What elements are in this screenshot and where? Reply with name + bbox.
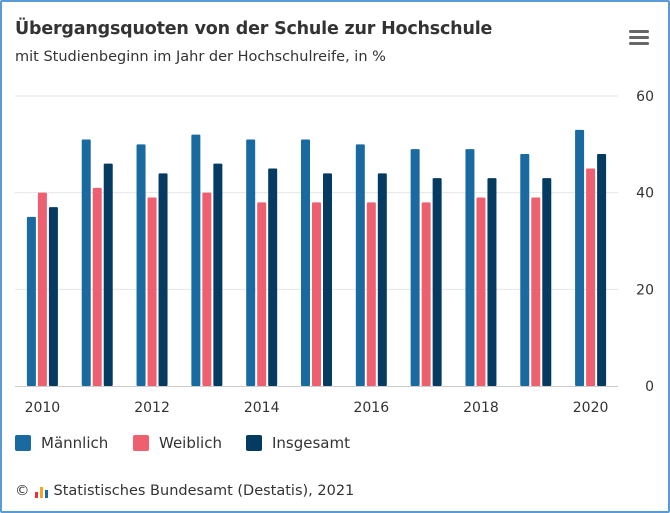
legend-swatch-maennlich xyxy=(15,435,31,451)
legend-item-weiblich[interactable]: Weiblich xyxy=(133,432,222,454)
bar-männlich-2017[interactable] xyxy=(410,149,420,386)
logo-bar-1 xyxy=(34,491,38,498)
bar-männlich-2013[interactable] xyxy=(191,134,201,386)
bar-männlich-2020[interactable] xyxy=(575,129,585,387)
bar-insgesamt-2014[interactable] xyxy=(268,168,278,387)
copyright-symbol: © xyxy=(15,483,30,499)
chart-subtitle: mit Studienbeginn im Jahr der Hochschulr… xyxy=(15,49,386,65)
legend-item-insgesamt[interactable]: Insgesamt xyxy=(246,432,350,454)
x-tick-label-2016: 2016 xyxy=(353,400,389,416)
bar-männlich-2011[interactable] xyxy=(81,139,91,387)
bar-weiblich-2010[interactable] xyxy=(37,192,47,386)
logo-bar-2 xyxy=(39,486,43,498)
bar-weiblich-2012[interactable] xyxy=(147,197,157,387)
bar-insgesamt-2012[interactable] xyxy=(158,173,168,386)
y-tick-label-60: 60 xyxy=(636,89,654,105)
hamburger-menu-icon[interactable] xyxy=(627,28,651,48)
legend-swatch-weiblich xyxy=(133,435,149,451)
bar-insgesamt-2018[interactable] xyxy=(487,178,497,386)
x-tick-label-2020: 2020 xyxy=(573,400,609,416)
bar-weiblich-2014[interactable] xyxy=(257,202,267,386)
bar-männlich-2016[interactable] xyxy=(355,144,365,386)
bar-insgesamt-2020[interactable] xyxy=(597,154,607,386)
credits[interactable]: © Statistisches Bundesamt (Destatis), 20… xyxy=(15,483,354,499)
y-tick-label-20: 20 xyxy=(636,282,654,298)
bar-männlich-2012[interactable] xyxy=(136,144,146,386)
bar-weiblich-2016[interactable] xyxy=(366,202,376,386)
x-tick-label-2018: 2018 xyxy=(463,400,499,416)
bar-insgesamt-2011[interactable] xyxy=(103,163,113,386)
bar-männlich-2019[interactable] xyxy=(520,154,530,386)
y-tick-label-40: 40 xyxy=(636,186,654,202)
y-tick-label-0: 0 xyxy=(645,379,654,395)
x-tick-label-2012: 2012 xyxy=(134,400,170,416)
bar-insgesamt-2016[interactable] xyxy=(377,173,387,386)
legend-label-maennlich: Männlich xyxy=(41,434,109,452)
legend-item-maennlich[interactable]: Männlich xyxy=(15,432,108,454)
bar-insgesamt-2015[interactable] xyxy=(323,173,332,386)
bar-männlich-2014[interactable] xyxy=(246,139,256,387)
bar-männlich-2010[interactable] xyxy=(26,216,36,386)
credits-text: Statistisches Bundesamt (Destatis), 2021 xyxy=(53,483,355,499)
bar-weiblich-2011[interactable] xyxy=(92,187,102,386)
destatis-logo-icon xyxy=(34,485,49,498)
bar-weiblich-2020[interactable] xyxy=(586,168,596,387)
bar-männlich-2015[interactable] xyxy=(301,139,310,387)
bar-insgesamt-2019[interactable] xyxy=(542,178,552,386)
bar-weiblich-2019[interactable] xyxy=(531,197,541,387)
bar-weiblich-2017[interactable] xyxy=(421,202,431,386)
bar-weiblich-2015[interactable] xyxy=(312,202,321,386)
bar-männlich-2018[interactable] xyxy=(465,149,475,386)
x-tick-label-2010: 2010 xyxy=(25,400,61,416)
bar-insgesamt-2013[interactable] xyxy=(213,163,223,386)
logo-bar-3 xyxy=(44,489,48,498)
legend-label-weiblich: Weiblich xyxy=(159,434,222,452)
bar-insgesamt-2010[interactable] xyxy=(48,207,58,386)
legend-swatch-insgesamt xyxy=(246,435,262,451)
bar-insgesamt-2017[interactable] xyxy=(432,178,442,386)
x-tick-label-2014: 2014 xyxy=(244,400,280,416)
bar-weiblich-2013[interactable] xyxy=(202,192,212,386)
bar-weiblich-2018[interactable] xyxy=(476,197,486,387)
legend-label-insgesamt: Insgesamt xyxy=(272,434,350,452)
chart-title: Übergangsquoten von der Schule zur Hochs… xyxy=(15,19,493,39)
